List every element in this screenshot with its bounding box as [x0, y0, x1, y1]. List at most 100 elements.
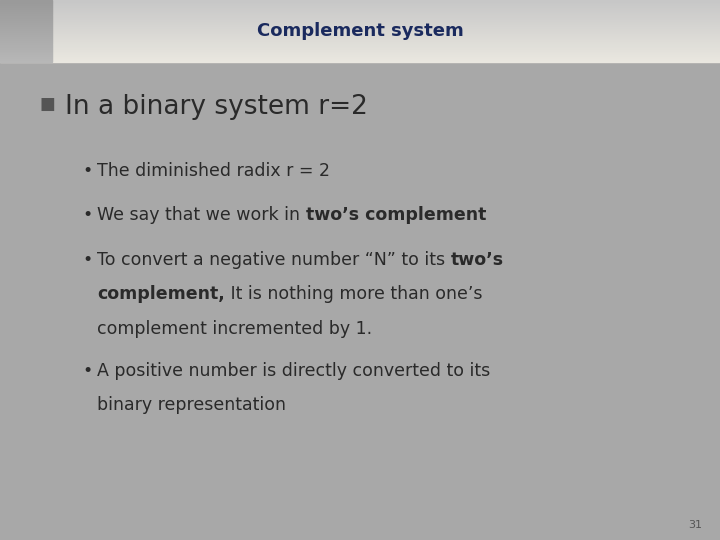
Bar	[0, 1, 720, 2]
Text: ■: ■	[40, 94, 55, 112]
Bar	[0, 19, 720, 21]
Text: Complement system: Complement system	[256, 22, 464, 40]
Bar	[0, 46, 52, 48]
Bar	[0, 17, 52, 18]
Bar	[0, 34, 720, 35]
Text: A positive number is directly converted to its: A positive number is directly converted …	[97, 362, 490, 380]
Bar	[0, 59, 52, 60]
Bar	[0, 36, 720, 37]
Text: •: •	[83, 206, 93, 224]
Bar	[0, 8, 52, 9]
Bar	[0, 0, 52, 1]
Bar	[0, 56, 52, 57]
Bar	[0, 43, 52, 44]
Text: •: •	[83, 162, 93, 180]
Bar	[0, 53, 52, 54]
Bar	[0, 9, 52, 10]
Bar	[0, 30, 720, 31]
Bar	[0, 42, 52, 43]
Bar	[0, 4, 720, 5]
Bar	[0, 5, 720, 6]
Bar	[0, 14, 720, 15]
Bar	[0, 60, 720, 61]
Bar	[0, 24, 52, 25]
Bar	[0, 11, 52, 12]
Bar	[0, 19, 52, 21]
Text: binary representation: binary representation	[97, 396, 287, 414]
Bar	[0, 7, 52, 8]
Text: In a binary system r=2: In a binary system r=2	[65, 94, 368, 120]
Bar	[0, 37, 720, 38]
Bar	[0, 48, 52, 49]
Bar	[0, 31, 720, 32]
Bar	[0, 16, 52, 17]
Text: two’s: two’s	[451, 251, 504, 268]
Bar	[0, 57, 720, 58]
Bar	[0, 29, 720, 30]
Bar	[0, 21, 720, 22]
Bar	[0, 45, 52, 46]
Text: We say that we work in: We say that we work in	[97, 206, 306, 224]
Bar	[0, 2, 52, 3]
Bar	[0, 3, 720, 4]
Bar	[0, 50, 52, 51]
Bar	[0, 1, 52, 2]
Bar	[0, 29, 52, 30]
Bar	[0, 36, 52, 37]
Bar	[0, 22, 720, 23]
Bar	[0, 51, 52, 52]
Bar	[0, 53, 720, 54]
Bar	[0, 33, 720, 34]
Bar	[0, 18, 52, 19]
Bar	[0, 50, 720, 51]
Bar	[0, 7, 720, 8]
Bar	[0, 43, 720, 44]
Bar	[0, 45, 720, 46]
Text: It is nothing more than one’s: It is nothing more than one’s	[225, 285, 482, 303]
Bar	[0, 34, 52, 35]
Text: The diminished radix r = 2: The diminished radix r = 2	[97, 162, 330, 180]
Bar	[0, 9, 720, 10]
Bar	[0, 43, 720, 44]
Bar	[0, 40, 720, 42]
Bar	[0, 17, 720, 18]
Bar	[0, 23, 52, 24]
Bar	[0, 32, 52, 33]
Bar	[0, 54, 52, 55]
Bar	[0, 52, 720, 53]
Bar	[0, 42, 720, 43]
Bar	[0, 38, 720, 39]
Bar	[0, 16, 720, 17]
Bar	[0, 40, 52, 42]
Bar	[0, 6, 52, 7]
Bar	[0, 48, 720, 49]
Bar	[0, 10, 720, 11]
Bar	[0, 61, 720, 62]
Bar	[0, 21, 52, 22]
Text: 31: 31	[688, 520, 702, 530]
Text: complement,: complement,	[97, 285, 225, 303]
Bar	[0, 54, 720, 55]
Bar	[0, 35, 720, 36]
Bar	[0, 37, 52, 38]
Bar	[0, 4, 52, 5]
Bar	[0, 26, 52, 27]
Bar	[0, 11, 720, 12]
Bar	[0, 57, 52, 58]
Bar	[0, 32, 720, 33]
Bar	[0, 61, 52, 62]
Bar	[0, 60, 52, 61]
Bar	[0, 58, 52, 59]
Bar	[0, 33, 52, 34]
Bar	[0, 18, 720, 19]
Bar	[0, 25, 52, 26]
Bar	[0, 26, 720, 27]
Bar	[0, 8, 720, 9]
Bar	[0, 30, 52, 31]
Bar	[0, 27, 52, 28]
Bar	[0, 31, 52, 32]
Bar	[0, 38, 52, 39]
Bar	[0, 28, 720, 29]
Bar	[0, 52, 52, 53]
Bar	[0, 55, 720, 56]
